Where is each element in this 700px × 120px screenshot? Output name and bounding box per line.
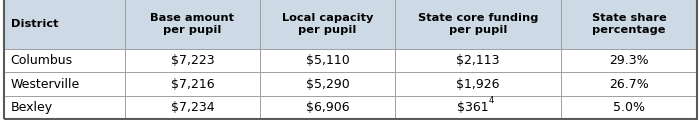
Text: 29.3%: 29.3% <box>609 54 649 67</box>
Text: $5,290: $5,290 <box>306 78 349 90</box>
Text: Columbus: Columbus <box>10 54 73 67</box>
Text: Local capacity
per pupil: Local capacity per pupil <box>282 13 373 35</box>
Bar <box>4 96 125 119</box>
Text: 26.7%: 26.7% <box>609 78 649 90</box>
Text: Bexley: Bexley <box>10 101 52 114</box>
Bar <box>4 49 125 72</box>
Text: $7,223: $7,223 <box>171 54 214 67</box>
Bar <box>395 49 561 72</box>
Bar <box>395 0 561 49</box>
Bar <box>395 72 561 96</box>
Text: State core funding
per pupil: State core funding per pupil <box>418 13 538 35</box>
Bar <box>395 96 561 119</box>
Text: Base amount
per pupil: Base amount per pupil <box>150 13 234 35</box>
Bar <box>125 0 260 49</box>
Text: $2,113: $2,113 <box>456 54 500 67</box>
Text: Westerville: Westerville <box>10 78 80 90</box>
Bar <box>260 72 395 96</box>
Bar <box>260 96 395 119</box>
Text: $5,110: $5,110 <box>306 54 349 67</box>
Bar <box>561 96 696 119</box>
Text: 5.0%: 5.0% <box>613 101 645 114</box>
Bar <box>4 72 125 96</box>
Text: $1,926: $1,926 <box>456 78 500 90</box>
Text: $6,906: $6,906 <box>306 101 349 114</box>
Bar <box>125 72 260 96</box>
Text: State share
percentage: State share percentage <box>592 13 666 35</box>
Bar <box>125 96 260 119</box>
Bar <box>260 49 395 72</box>
Bar <box>4 0 125 49</box>
Text: District: District <box>10 19 58 29</box>
Text: $7,234: $7,234 <box>171 101 214 114</box>
Text: 4: 4 <box>489 96 494 105</box>
Text: $361: $361 <box>457 101 489 114</box>
Bar <box>561 72 696 96</box>
Bar <box>561 0 696 49</box>
Text: $7,216: $7,216 <box>171 78 214 90</box>
Bar <box>561 49 696 72</box>
Bar <box>260 0 395 49</box>
Bar <box>125 49 260 72</box>
